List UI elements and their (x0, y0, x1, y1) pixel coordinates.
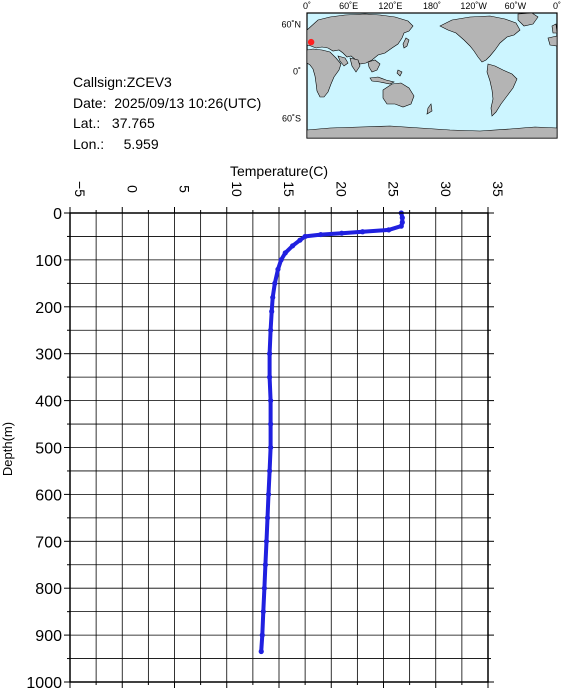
antarctica-land (306, 125, 558, 139)
south-asia-land (337, 55, 381, 73)
y-tick-label: 800 (35, 581, 62, 598)
data-point (282, 250, 288, 256)
map-lon-label: 180˚ (423, 1, 441, 11)
map-lat-labels: 60˚N 0˚ 60˚S (281, 20, 301, 124)
grid-lines (64, 207, 494, 688)
temperature-profile-line (259, 211, 405, 654)
x-tick-label: 35 (490, 181, 506, 197)
plot-frame (69, 212, 489, 683)
uk-land (551, 23, 558, 34)
x-tick-label: 30 (438, 181, 454, 197)
y-tick-label: 0 (53, 206, 62, 223)
y-tick-label: 100 (35, 253, 62, 270)
cast-info: Callsign:ZCEV3 Date: 2025/09/13 10:26(UT… (73, 72, 261, 154)
y-axis-title: Depth(m) (0, 422, 15, 476)
data-point (270, 294, 276, 301)
longitude-text: Lon.: 5.959 (73, 135, 159, 152)
latitude-text: Lat.: 37.765 (73, 115, 155, 131)
map-lon-label: 120˚W (460, 1, 487, 11)
data-point (398, 223, 404, 229)
x-tick-label: 10 (229, 181, 245, 197)
y-tick-label: 500 (35, 441, 62, 458)
new-zealand-land (426, 103, 433, 115)
map-lon-label: 60˚W (505, 1, 527, 11)
data-point (264, 515, 271, 521)
x-tick-label: 5 (177, 185, 193, 193)
map-lat-label: 60˚N (281, 20, 301, 30)
map-land (306, 12, 558, 139)
location-map: 0˚ 60˚E 120˚E 180˚ 120˚W 60˚W 0˚ 60˚N0˚60˚S (281, 1, 561, 139)
x-tick-label: 20 (333, 181, 349, 197)
data-point (289, 243, 296, 249)
y-tick-label: 400 (35, 394, 62, 411)
x-tick-label: −5 (72, 181, 88, 197)
data-series (258, 210, 405, 655)
data-point (275, 266, 281, 272)
data-point (360, 229, 366, 235)
map-lat-label: 0˚ (293, 67, 301, 77)
data-point (272, 280, 278, 286)
south-america-land (486, 63, 518, 117)
greenland-land (517, 12, 539, 27)
japan-land (402, 37, 410, 49)
data-point (268, 421, 274, 427)
callsign-text: Callsign:ZCEV3 (73, 74, 172, 90)
map-lon-label: 60˚E (339, 1, 358, 11)
australia-land (382, 82, 415, 108)
y-tick-label: 1000 (26, 675, 62, 690)
data-point (297, 237, 303, 243)
data-point (265, 491, 272, 497)
data-point (266, 351, 273, 357)
data-point (258, 648, 264, 655)
y-tick-label: 900 (35, 628, 62, 645)
data-point (318, 231, 324, 238)
x-tick-label: 25 (386, 181, 402, 197)
map-lat-label: 60˚S (282, 113, 301, 123)
data-point (268, 327, 274, 333)
eurasia-land (306, 13, 414, 65)
data-point (259, 632, 265, 638)
y-tick-label: 600 (35, 487, 62, 504)
y-tick-labels: 0 100 200 300 400 500 600 700 800 900 1000 (26, 206, 62, 690)
data-point (262, 562, 269, 568)
x-tick-labels: −5 0 5 10 15 20 25 30 35 (72, 181, 506, 197)
data-point (302, 233, 308, 240)
data-point (266, 374, 273, 380)
data-point (266, 468, 273, 474)
data-point (339, 230, 345, 236)
y-tick-label: 700 (35, 534, 62, 551)
data-point (399, 215, 405, 221)
africa-land (306, 48, 342, 98)
x-axis-title: Temperature(C) (230, 163, 328, 179)
data-point (260, 609, 266, 615)
indonesia-land (369, 69, 403, 85)
data-point (261, 585, 267, 591)
y-tick-label: 300 (35, 347, 62, 364)
y-tick-label: 200 (35, 300, 62, 317)
north-america-land (439, 15, 521, 63)
map-lon-label: 0˚ (553, 1, 561, 11)
date-text: Date: 2025/09/13 10:26(UTC) (73, 94, 262, 111)
data-point (268, 444, 274, 451)
iberia-land (547, 35, 558, 47)
data-point (386, 227, 392, 233)
map-lon-label: 120˚E (378, 1, 402, 11)
data-point (268, 398, 274, 404)
x-tick-label: 15 (281, 181, 297, 197)
data-point (269, 308, 275, 315)
data-point (278, 257, 284, 263)
x-tick-label: 0 (124, 185, 140, 193)
map-lon-label: 0˚ (303, 1, 311, 11)
location-marker (307, 38, 315, 46)
data-point (263, 538, 270, 544)
map-lon-labels: 0˚ 60˚E 120˚E 180˚ 120˚W 60˚W 0˚ (303, 1, 561, 11)
